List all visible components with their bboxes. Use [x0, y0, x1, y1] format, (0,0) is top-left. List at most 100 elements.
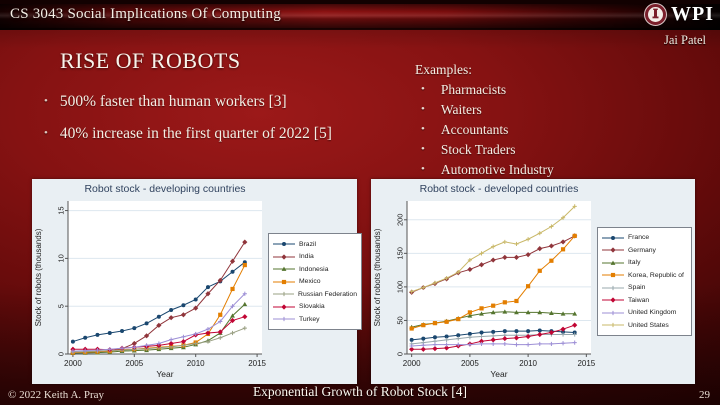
legend-entry: Spain — [602, 284, 687, 292]
bullet-dot-icon: • — [421, 122, 425, 135]
legend-label: India — [299, 253, 314, 260]
svg-text:0: 0 — [396, 352, 405, 356]
wpi-logo: WPI — [644, 3, 714, 26]
example-text: Accountants — [440, 121, 509, 137]
legend-entry: Turkey — [273, 315, 357, 323]
footer-copyright: © 2022 Keith A. Pray — [8, 389, 105, 401]
example-item: • Accountants — [415, 120, 687, 140]
svg-text:10: 10 — [57, 254, 66, 262]
svg-text:50: 50 — [396, 316, 405, 324]
bullet-item: • 40% increase in the first quarter of 2… — [44, 124, 356, 143]
legend-label: Germany — [628, 246, 656, 254]
chart-developing-countries: 0 5 10 15 2000 2005 2010 2015 Year Stock of robot… — [32, 179, 362, 384]
legend-entry: Russian Federation — [273, 290, 357, 298]
legend-sample-icon — [602, 247, 624, 253]
chart-canvas: 0 50 100 150 200 2000 2005 2010 2015 Year Stock of… — [373, 183, 596, 379]
bullet-dot-icon: • — [421, 83, 425, 95]
legend-entry: United Kingdom — [602, 309, 687, 317]
example-item: • Waiters — [415, 100, 687, 120]
svg-text:200: 200 — [396, 214, 405, 227]
top-strip — [0, 0, 720, 4]
legend-label: Turkey — [299, 315, 320, 323]
legend-entry: Indonesia — [273, 265, 357, 273]
legend-sample-icon — [602, 273, 624, 278]
legend-sample-icon — [602, 260, 624, 265]
svg-text:Robot stock - developing count: Robot stock - developing countries — [84, 183, 245, 195]
wpi-seal-icon — [644, 3, 667, 26]
legend-sample-icon — [273, 279, 295, 284]
bullet-text: 500% faster than human workers [3] — [59, 93, 287, 110]
chart-developed-countries: 0 50 100 150 200 2000 2005 2010 2015 Year Stock of… — [371, 179, 695, 384]
example-item: • Automotive Industry — [415, 160, 687, 180]
legend-sample-icon — [602, 285, 624, 290]
legend-sample-icon — [602, 235, 624, 240]
legend-entry: Italy — [602, 259, 687, 267]
svg-text:2005: 2005 — [461, 359, 479, 368]
svg-text:2005: 2005 — [125, 359, 143, 368]
svg-text:150: 150 — [396, 247, 405, 260]
bullet-dot-icon: • — [44, 127, 48, 140]
svg-text:0: 0 — [57, 352, 66, 356]
legend-entry: Mexico — [273, 278, 357, 286]
legend-label: Slovakia — [299, 303, 325, 310]
example-text: Waiters — [440, 101, 482, 117]
examples-box: Examples: • Pharmacists • Waiters • Account… — [415, 62, 687, 180]
bullet-text: 40% increase in the first quarter of 202… — [59, 125, 332, 143]
legend-label: France — [628, 234, 650, 242]
slide-caption: Exponential Growth of Robot Stock [4] — [252, 384, 468, 399]
chart-legend: France Germany Italy Korea, Republic of Spai… — [597, 226, 692, 337]
svg-text:2015: 2015 — [577, 359, 595, 368]
page-number: 29 — [699, 389, 710, 401]
legend-entry: France — [602, 234, 687, 242]
legend-sample-icon — [602, 310, 624, 315]
svg-text:2000: 2000 — [403, 359, 421, 368]
legend-label: Italy — [628, 259, 641, 267]
legend-entry: Korea, Republic of — [602, 271, 687, 279]
legend-label: Taiwan — [628, 296, 650, 304]
legend-label: United Kingdom — [628, 309, 677, 317]
legend-label: Brazil — [299, 240, 316, 248]
bullet-list: • 500% faster than human workers [3] • 4… — [44, 92, 356, 157]
example-item: • Pharmacists — [415, 80, 687, 100]
example-item: • Stock Traders — [415, 140, 687, 160]
legend-sample-icon — [273, 291, 295, 297]
example-text: Automotive Industry — [440, 161, 554, 177]
wpi-logo-text: WPI — [671, 3, 714, 25]
svg-text:Year: Year — [490, 369, 507, 379]
svg-text:Stock of robots (thousands): Stock of robots (thousands) — [373, 228, 382, 326]
legend-label: Indonesia — [299, 265, 329, 273]
page-title: RISE OF ROBOTS — [60, 48, 241, 73]
legend-entry: Taiwan — [602, 296, 687, 304]
presenter-name: Jai Patel — [663, 33, 706, 47]
legend-sample-icon — [602, 323, 624, 328]
course-title: CS 3043 Social Implications Of Computing — [10, 6, 281, 22]
svg-text:100: 100 — [396, 281, 405, 294]
legend-sample-icon — [273, 316, 295, 322]
legend-sample-icon — [602, 297, 624, 303]
slide-header-bar: CS 3043 Social Implications Of Computing — [0, 4, 720, 30]
svg-text:Stock of robots (thousands): Stock of robots (thousands) — [34, 228, 43, 326]
legend-label: United States — [628, 321, 669, 329]
legend-entry: United States — [602, 321, 687, 329]
legend-label: Mexico — [299, 278, 321, 285]
legend-entry: Germany — [602, 246, 687, 254]
bullet-dot-icon: • — [421, 102, 425, 115]
legend-entry: India — [273, 253, 357, 261]
bullet-dot-icon: • — [421, 142, 425, 155]
examples-heading: Examples: — [415, 62, 472, 77]
chart-canvas: 0 5 10 15 2000 2005 2010 2015 Year Stock of robot… — [34, 183, 267, 379]
legend-sample-icon — [273, 253, 295, 260]
legend-sample-icon — [273, 242, 295, 246]
svg-text:2010: 2010 — [187, 359, 205, 368]
svg-text:Robot stock - developed countr: Robot stock - developed countries — [420, 183, 579, 195]
svg-text:2015: 2015 — [248, 359, 266, 368]
legend-sample-icon — [273, 303, 295, 310]
legend-entry: Brazil — [273, 240, 357, 248]
chart-legend: Brazil India Indonesia Mexico Russian Federa… — [268, 233, 362, 330]
svg-text:Year: Year — [156, 369, 173, 379]
legend-label: Spain — [628, 284, 646, 292]
legend-entry: Slovakia — [273, 303, 357, 311]
svg-text:2010: 2010 — [519, 359, 537, 368]
example-text: Stock Traders — [440, 141, 516, 157]
